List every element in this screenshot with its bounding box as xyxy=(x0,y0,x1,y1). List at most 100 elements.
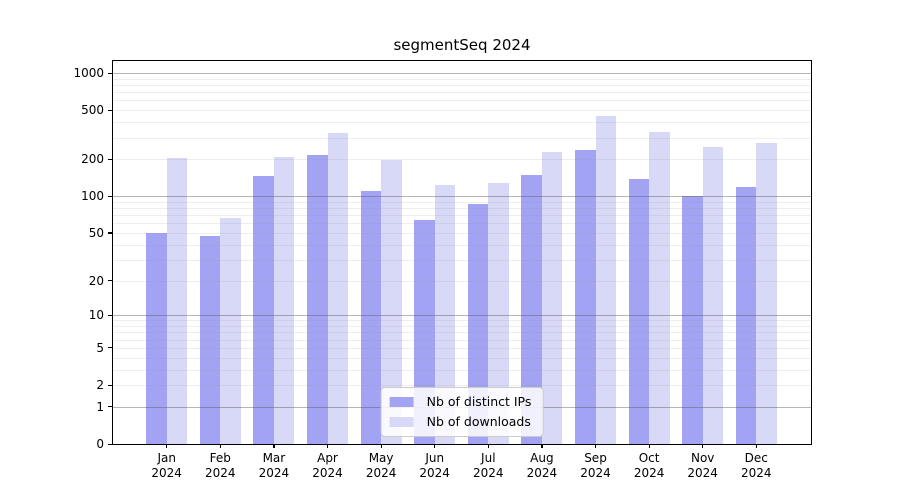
x-tick-label-jul: Jul 2024 xyxy=(458,451,518,481)
plot-area xyxy=(112,60,812,445)
y-tick-label-200: 200 xyxy=(81,152,104,167)
bar-distinct-ips-oct xyxy=(628,179,650,444)
legend: Nb of distinct IPs Nb of downloads xyxy=(380,387,544,437)
y-tick-label-1000: 1000 xyxy=(73,66,104,80)
bar-distinct-ips-jan xyxy=(146,232,167,444)
x-tick-mark-oct xyxy=(648,444,650,448)
x-tick-month: Oct xyxy=(638,451,660,465)
x-tick-year: 2024 xyxy=(205,466,236,480)
y-tick-mark-10 xyxy=(108,314,113,316)
bar-downloads-mar xyxy=(273,156,295,444)
x-tick-month: Jan xyxy=(157,451,176,465)
x-tick-label-oct: Oct 2024 xyxy=(619,451,679,481)
x-tick-year: 2024 xyxy=(687,466,718,480)
x-tick-year: 2024 xyxy=(151,466,182,480)
y-tick-mark-1 xyxy=(108,406,113,408)
y-tick-label-20: 20 xyxy=(88,273,104,288)
x-tick-label-jun: Jun 2024 xyxy=(405,451,465,481)
legend-label-distinct-ips: Nb of distinct IPs xyxy=(426,394,532,409)
y-tick-label-10: 10 xyxy=(88,308,104,323)
bar-downloads-dec xyxy=(756,143,777,444)
x-tick-label-feb: Feb 2024 xyxy=(190,451,250,481)
x-tick-month: Jun xyxy=(425,451,445,465)
gridline-1000 xyxy=(113,73,811,74)
x-tick-month: Feb xyxy=(209,451,231,465)
y-tick-label-500: 500 xyxy=(81,103,104,118)
gridline-400 xyxy=(113,122,811,124)
x-tick-month: Dec xyxy=(744,451,768,465)
bar-distinct-ips-may xyxy=(360,191,382,444)
x-tick-label-dec: Dec 2024 xyxy=(726,451,786,481)
x-tick-year: 2024 xyxy=(312,466,343,480)
bar-downloads-jul xyxy=(488,183,509,444)
x-tick-year: 2024 xyxy=(580,466,611,480)
x-tick-mark-sep xyxy=(595,444,597,448)
gridline-300 xyxy=(113,137,811,139)
gridline-700 xyxy=(113,92,811,94)
y-tick-label-100: 100 xyxy=(81,189,104,204)
x-tick-label-aug: Aug 2024 xyxy=(512,451,572,481)
bar-downloads-jun xyxy=(434,185,456,444)
y-tick-mark-50 xyxy=(108,232,113,234)
x-tick-year: 2024 xyxy=(526,466,558,480)
x-tick-label-may: May 2024 xyxy=(351,451,411,481)
bar-distinct-ips-sep xyxy=(575,149,596,444)
x-tick-month: Mar xyxy=(262,451,286,465)
gridline-800 xyxy=(113,85,811,86)
y-tick-mark-5 xyxy=(108,347,113,349)
x-tick-year: 2024 xyxy=(419,466,450,480)
legend-row-distinct-ips: Nb of distinct IPs xyxy=(389,394,532,409)
x-tick-year: 2024 xyxy=(633,466,665,480)
bar-downloads-oct xyxy=(649,131,670,444)
y-tick-label-50: 50 xyxy=(88,225,104,240)
x-tick-month: Apr xyxy=(317,451,338,465)
x-tick-mark-jun xyxy=(434,444,436,448)
x-tick-mark-jan xyxy=(166,444,168,448)
y-tick-mark-100 xyxy=(108,195,113,197)
y-tick-label-2: 2 xyxy=(96,378,104,392)
y-tick-label-0: 0 xyxy=(96,437,104,451)
chart-title: segmentSeq 2024 xyxy=(393,36,531,54)
bar-distinct-ips-aug xyxy=(521,175,542,444)
legend-row-downloads: Nb of downloads xyxy=(389,414,532,429)
y-tick-mark-20 xyxy=(108,280,113,282)
bar-distinct-ips-dec xyxy=(735,187,757,444)
x-tick-label-sep: Sep 2024 xyxy=(566,451,626,481)
x-tick-mark-jul xyxy=(487,444,489,448)
bar-downloads-sep xyxy=(595,116,616,444)
gridline-500 xyxy=(113,110,811,112)
legend-swatch-downloads xyxy=(389,416,414,427)
x-tick-label-jan: Jan 2024 xyxy=(137,451,197,481)
x-tick-mark-aug xyxy=(541,444,543,448)
bar-distinct-ips-jul xyxy=(467,204,489,444)
bar-downloads-nov xyxy=(702,146,724,444)
y-tick-mark-2 xyxy=(108,384,113,386)
x-tick-month: May xyxy=(368,451,394,465)
y-tick-mark-500 xyxy=(108,109,113,111)
x-tick-year: 2024 xyxy=(258,466,290,480)
x-tick-year: 2024 xyxy=(365,466,397,480)
bar-distinct-ips-mar xyxy=(253,176,274,444)
bar-downloads-may xyxy=(381,160,402,444)
x-tick-mark-feb xyxy=(219,444,221,448)
x-tick-label-mar: Mar 2024 xyxy=(244,451,304,481)
bar-downloads-feb xyxy=(220,218,241,444)
x-tick-month: Sep xyxy=(584,451,607,465)
bar-distinct-ips-apr xyxy=(307,154,328,444)
x-tick-mark-apr xyxy=(327,444,329,448)
y-tick-mark-200 xyxy=(108,158,113,160)
x-tick-mark-mar xyxy=(273,444,275,448)
x-tick-month: Nov xyxy=(690,451,715,465)
bar-distinct-ips-feb xyxy=(199,236,221,444)
legend-swatch-distinct-ips xyxy=(389,396,414,407)
gridline-600 xyxy=(113,100,811,102)
gridline-900 xyxy=(113,78,811,80)
x-tick-label-apr: Apr 2024 xyxy=(298,451,358,481)
x-tick-label-nov: Nov 2024 xyxy=(673,451,733,481)
x-tick-year: 2024 xyxy=(741,466,772,480)
y-tick-mark-0 xyxy=(108,443,113,445)
x-tick-mark-dec xyxy=(755,444,757,448)
x-tick-mark-may xyxy=(380,444,382,448)
x-tick-mark-nov xyxy=(702,444,704,448)
